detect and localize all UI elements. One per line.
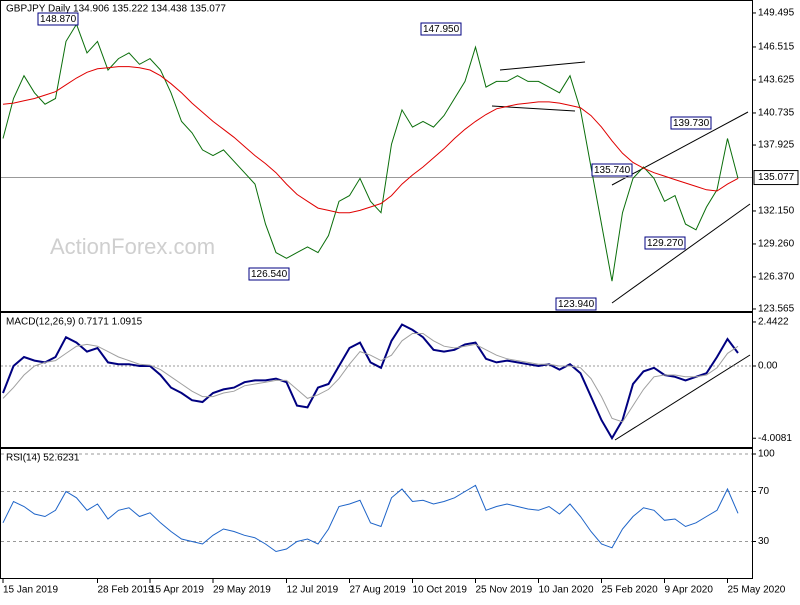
annotation: 123.940 bbox=[558, 299, 595, 310]
y-tick-label: 143.625 bbox=[758, 75, 795, 86]
annotation: 135.740 bbox=[594, 165, 631, 176]
series-line bbox=[2, 66, 739, 214]
panel-title: RSI(14) 52.6231 bbox=[6, 453, 80, 464]
y-tick-label: 0.00 bbox=[758, 361, 778, 372]
x-tick-label: 25 May 2020 bbox=[728, 585, 786, 596]
series-line bbox=[2, 333, 739, 423]
series-line bbox=[2, 323, 739, 441]
y-tick-label: -4.0081 bbox=[758, 433, 792, 444]
y-tick-label: 149.495 bbox=[758, 8, 795, 19]
x-tick-label: 12 Jul 2019 bbox=[287, 585, 339, 596]
annotation: 139.730 bbox=[673, 118, 710, 129]
last-price-box bbox=[753, 170, 799, 186]
y-tick-label: 146.515 bbox=[758, 42, 795, 53]
series-line bbox=[2, 23, 739, 282]
rsi-panel bbox=[0, 448, 753, 579]
y-tick-label: 140.735 bbox=[758, 108, 795, 119]
y-tick-label: 70 bbox=[758, 486, 770, 497]
macd-panel bbox=[0, 312, 753, 448]
panel-title: MACD(12,26,9) 0.7171 1.0915 bbox=[6, 317, 143, 328]
x-tick-label: 25 Feb 2020 bbox=[602, 585, 659, 596]
x-tick-label: 10 Oct 2019 bbox=[413, 585, 468, 596]
last-price-label: 135.077 bbox=[758, 172, 795, 183]
x-tick-label: 15 Jan 2019 bbox=[3, 585, 58, 596]
annotation: 129.270 bbox=[647, 238, 684, 249]
y-tick-label: 129.260 bbox=[758, 239, 795, 250]
annotation: 126.540 bbox=[251, 269, 288, 280]
annotation-box bbox=[670, 116, 712, 130]
y-tick-label: 132.150 bbox=[758, 206, 795, 217]
annotation: 148.870 bbox=[40, 14, 77, 25]
annotation-box bbox=[591, 163, 633, 177]
panel-title: GBPJPY Daily 134.906 135.222 134.438 135… bbox=[6, 4, 226, 15]
x-tick-label: 10 Jan 2020 bbox=[539, 585, 594, 596]
series-line bbox=[2, 484, 739, 553]
annotation-box bbox=[248, 267, 290, 281]
x-tick-label: 27 Aug 2019 bbox=[350, 585, 407, 596]
annotation-box bbox=[644, 236, 686, 250]
watermark: ActionForex.com bbox=[50, 234, 215, 259]
annotation-box bbox=[420, 22, 462, 36]
x-tick-label: 28 Feb 2019 bbox=[98, 585, 155, 596]
x-tick-label: 15 Apr 2019 bbox=[150, 585, 204, 596]
annotation: 147.950 bbox=[423, 24, 460, 35]
y-tick-label: 123.565 bbox=[758, 304, 795, 315]
price-panel bbox=[0, 0, 753, 312]
x-tick-label: 9 Apr 2020 bbox=[665, 585, 714, 596]
trendline bbox=[611, 111, 749, 186]
y-tick-label: 100 bbox=[758, 449, 775, 460]
x-tick-label: 25 Nov 2019 bbox=[476, 585, 533, 596]
trendline bbox=[499, 61, 586, 71]
y-tick-label: 137.925 bbox=[758, 140, 795, 151]
y-tick-label: 126.370 bbox=[758, 272, 795, 283]
y-tick-label: 30 bbox=[758, 536, 770, 547]
y-tick-label: 2.4422 bbox=[758, 317, 789, 328]
trendline bbox=[611, 203, 751, 304]
x-tick-label: 29 May 2019 bbox=[213, 585, 271, 596]
annotation-box bbox=[555, 297, 597, 311]
annotation-box bbox=[37, 12, 79, 26]
trendline bbox=[614, 354, 751, 441]
